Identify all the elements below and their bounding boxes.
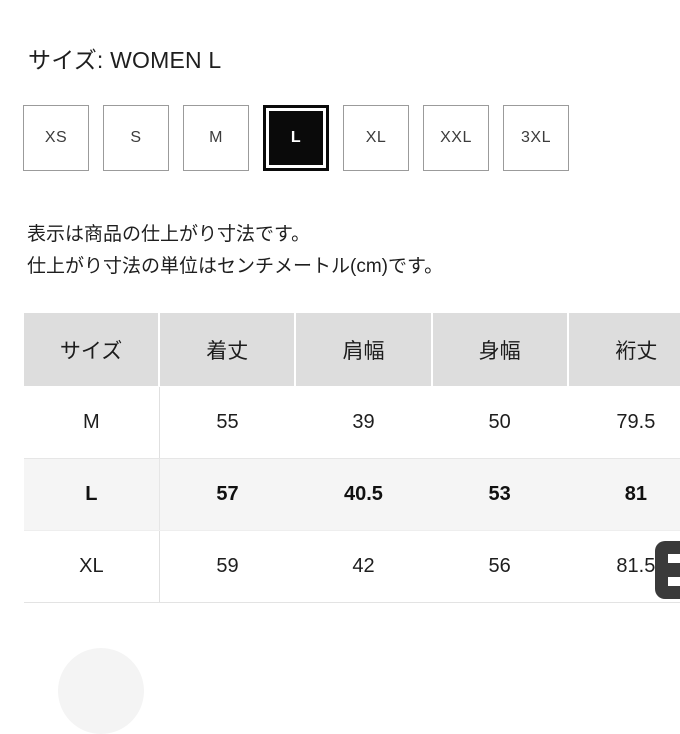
- size-chip-xs[interactable]: XS: [23, 105, 89, 171]
- table-cell-sleeve: 79.5: [567, 386, 680, 459]
- table-header-length: 着丈: [159, 313, 297, 387]
- size-chip-label: M: [209, 129, 223, 146]
- table-header-chest: 身幅: [431, 313, 569, 387]
- size-chip-3xl[interactable]: 3XL: [503, 105, 569, 171]
- table-header-shoulder: 肩幅: [295, 313, 433, 387]
- table-cell-length: 55: [159, 386, 296, 459]
- table-cell-length: 59: [159, 530, 296, 603]
- size-chip-xl[interactable]: XL: [343, 105, 409, 171]
- size-chip-l-selected[interactable]: L: [263, 105, 329, 171]
- table-cell-length: 57: [159, 458, 296, 531]
- table-cell-shoulder: 40.5: [295, 458, 432, 531]
- table-row: M 55 39 50 79.5: [24, 386, 680, 459]
- size-chip-s[interactable]: S: [103, 105, 169, 171]
- background-circle-decoration: [58, 648, 144, 734]
- size-chip-label: XL: [365, 129, 387, 146]
- size-chip-label: 3XL: [521, 129, 551, 146]
- edge-overlay-badge[interactable]: [655, 541, 680, 599]
- table-cell-sleeve: 81: [567, 458, 680, 531]
- table-row-highlighted: L 57 40.5 53 81: [24, 458, 680, 531]
- table-header-size: サイズ: [24, 313, 161, 387]
- size-chip-xxl[interactable]: XXL: [423, 105, 489, 171]
- table-cell-shoulder: 39: [295, 386, 432, 459]
- size-chip-label: XS: [44, 129, 68, 146]
- table-cell-size: M: [24, 386, 160, 459]
- table-cell-size: L: [24, 458, 160, 531]
- table-cell-size: XL: [24, 530, 160, 603]
- table-cell-chest: 53: [431, 458, 568, 531]
- size-measurement-table: サイズ 着丈 肩幅 身幅 裄丈 M 55 39 50 79.5 L 57 40.…: [24, 313, 680, 603]
- size-chip-m[interactable]: M: [183, 105, 249, 171]
- measurement-note-line-2: 仕上がり寸法の単位はセンチメートル(cm)です。: [27, 256, 444, 277]
- table-header-sleeve: 裄丈: [567, 313, 680, 387]
- table-header-row: サイズ 着丈 肩幅 身幅 裄丈: [24, 313, 680, 387]
- table-cell-chest: 50: [431, 386, 568, 459]
- size-chip-label: XXL: [440, 129, 472, 146]
- measurement-note-line-1: 表示は商品の仕上がり寸法です。: [27, 224, 311, 245]
- size-option-list: XS S M L XL XXL 3XL: [23, 105, 569, 171]
- table-cell-shoulder: 42: [295, 530, 432, 603]
- table-row: XL 59 42 56 81.5: [24, 530, 680, 603]
- table-cell-chest: 56: [431, 530, 568, 603]
- size-chip-label: S: [130, 129, 142, 146]
- size-title: サイズ: WOMEN L: [28, 47, 222, 73]
- size-chip-label: L: [290, 129, 302, 146]
- measurement-notes: 表示は商品の仕上がり寸法です。 仕上がり寸法の単位はセンチメートル(cm)です。: [27, 219, 443, 283]
